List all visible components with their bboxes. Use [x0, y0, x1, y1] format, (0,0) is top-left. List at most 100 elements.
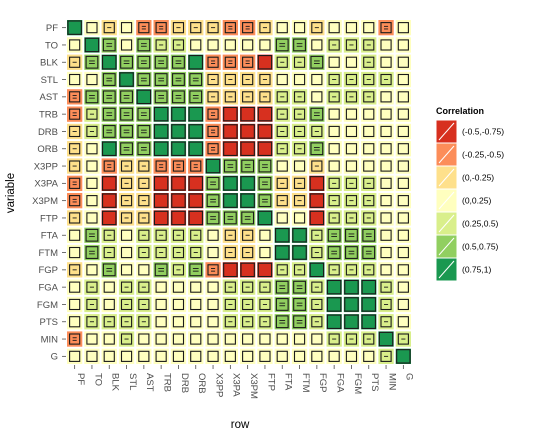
heatmap-cell	[83, 209, 101, 227]
cell-fill	[308, 347, 326, 366]
cell-glyph	[345, 177, 358, 189]
cell-glyph	[328, 160, 340, 172]
heatmap-cell	[239, 347, 257, 366]
cell-glyph	[69, 246, 81, 259]
heatmap-cell	[239, 209, 257, 227]
heatmap-cell	[204, 122, 222, 141]
heatmap-cell	[308, 70, 326, 89]
heatmap-cell	[377, 174, 395, 192]
cell-fill	[377, 330, 395, 348]
heatmap-cell	[273, 157, 291, 175]
cell-fill	[290, 157, 309, 175]
cell-fill	[66, 243, 84, 262]
cell-fill	[204, 226, 222, 244]
cell-glyph	[380, 160, 392, 172]
cell-glyph	[120, 177, 133, 189]
cell-glyph	[363, 333, 375, 345]
cell-glyph	[293, 56, 306, 68]
cell-fill	[360, 226, 378, 244]
heatmap-cell	[239, 122, 257, 141]
heatmap-cell	[377, 278, 395, 296]
heatmap-cell	[221, 278, 239, 296]
heatmap-cell	[135, 122, 153, 141]
heatmap-cell	[290, 295, 309, 314]
cell-glyph	[345, 160, 358, 172]
heatmap-cell	[135, 174, 153, 192]
cell-glyph	[138, 195, 150, 207]
cell-fill	[100, 105, 118, 123]
cell-glyph	[328, 22, 340, 34]
heatmap-cell	[152, 70, 170, 89]
cell-glyph	[172, 350, 185, 362]
heatmap-cell	[290, 140, 309, 158]
heatmap-cell	[204, 88, 222, 106]
heatmap-cell	[135, 209, 153, 227]
heatmap-cell	[135, 330, 153, 348]
heatmap-cell	[290, 70, 309, 89]
cell-glyph	[120, 195, 133, 207]
heatmap-cell	[360, 313, 378, 331]
cell-glyph	[86, 143, 98, 155]
cell-glyph	[240, 124, 255, 139]
cell-glyph	[153, 124, 169, 139]
cell-glyph	[363, 125, 375, 138]
heatmap-cell	[325, 140, 343, 158]
y-axis-title: variable	[5, 173, 17, 213]
cell-glyph	[207, 73, 219, 86]
cell-glyph	[138, 177, 150, 189]
heatmap-cell	[152, 330, 170, 348]
cell-glyph	[328, 108, 340, 120]
heatmap-cell	[290, 19, 309, 37]
cell-fill	[152, 295, 170, 314]
cell-glyph	[190, 22, 202, 34]
cell-glyph	[207, 350, 219, 362]
heatmap-cell	[204, 157, 222, 175]
cell-glyph	[345, 125, 358, 138]
heatmap-cell	[290, 330, 309, 348]
heatmap-cell	[273, 347, 291, 366]
cell-fill	[394, 53, 413, 71]
cell-fill	[394, 174, 413, 192]
cell-glyph	[328, 212, 340, 224]
heatmap-cell	[83, 278, 101, 296]
cell-glyph	[242, 22, 254, 34]
cell-glyph	[86, 160, 98, 172]
cell-glyph	[240, 106, 255, 122]
legend-swatch-slash	[438, 168, 455, 187]
cell-glyph	[380, 264, 392, 276]
heatmap-cell	[204, 70, 222, 89]
heatmap-cell	[117, 122, 136, 141]
y-tick-label: AST	[40, 92, 59, 103]
cell-glyph	[85, 55, 99, 69]
cell-fill	[135, 105, 153, 123]
y-axis-ticks: PF TO BLK STL AST TRB DRB ORB X3PP X3PA X3PM FTP FTA…	[32, 23, 66, 363]
cell-glyph	[137, 125, 151, 138]
cell-fill	[100, 278, 118, 296]
cell-fill	[66, 105, 84, 123]
legend-swatch-slash	[438, 145, 455, 164]
cell-fill	[221, 174, 239, 192]
heatmap-cell	[187, 19, 205, 37]
heatmap-cell	[342, 53, 361, 71]
cell-fill	[187, 209, 205, 227]
cell-glyph	[207, 39, 219, 51]
cell-glyph	[153, 210, 169, 226]
cell-glyph	[257, 141, 273, 156]
cell-fill	[256, 105, 274, 123]
cell-fill	[290, 313, 309, 331]
cell-fill	[66, 278, 84, 296]
heatmap-cell	[394, 243, 413, 262]
cell-glyph	[103, 350, 115, 362]
cell-glyph	[224, 316, 236, 328]
y-tick-label: BLK	[40, 58, 59, 69]
cell-fill	[377, 243, 395, 262]
cell-glyph	[242, 316, 254, 328]
legend-label: (0,-0.25)	[462, 173, 494, 183]
cell-fill	[117, 226, 136, 244]
heatmap-cell	[273, 192, 291, 210]
heatmap-cell	[187, 53, 205, 71]
cell-fill	[169, 192, 188, 210]
cell-glyph	[259, 229, 271, 241]
cell-fill	[394, 226, 413, 244]
cell-glyph	[345, 73, 358, 86]
